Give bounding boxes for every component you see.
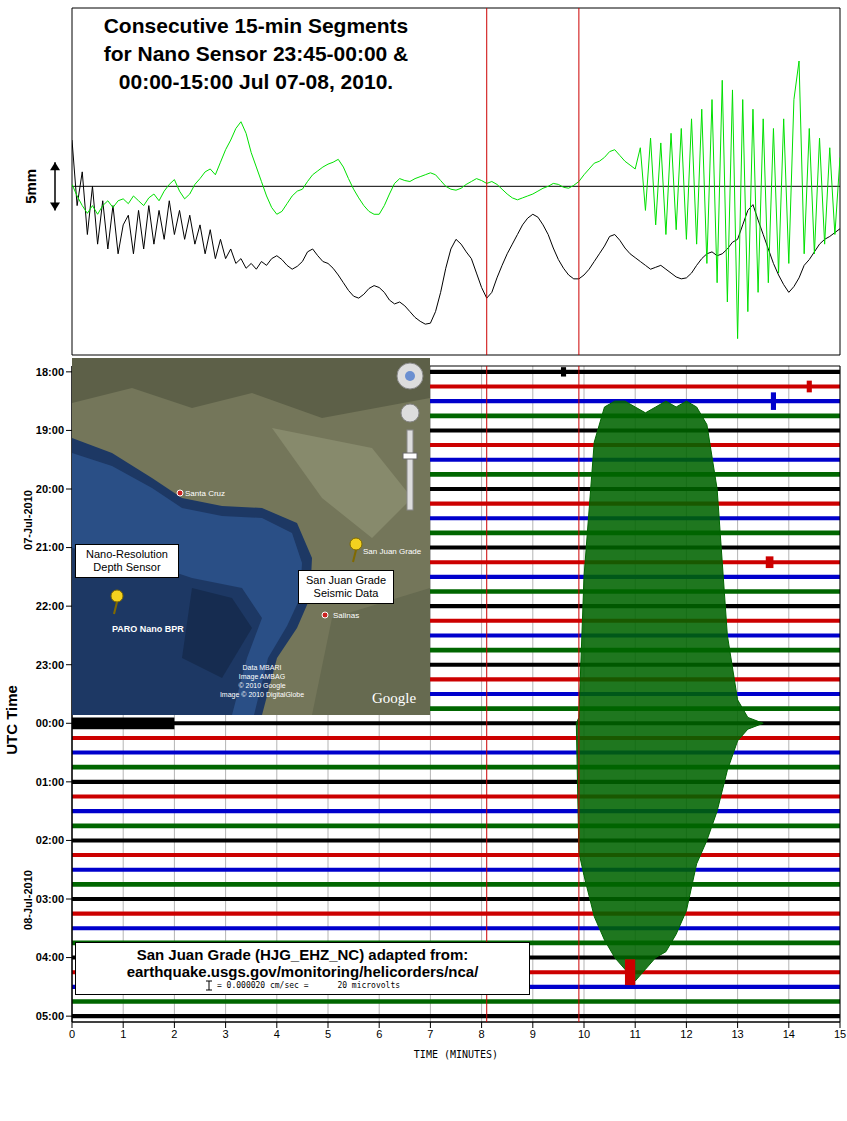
svg-text:9: 9 (530, 1028, 536, 1040)
svg-text:21:00: 21:00 (36, 541, 64, 553)
html-text:00:00-15:00 Jul 07-08, 2010.: 00:00-15:00 Jul 07-08, 2010. (118, 70, 394, 93)
svg-text:UTC Time: UTC Time (3, 685, 20, 755)
svg-text:PARO Nano BPR: PARO Nano BPR (112, 624, 184, 634)
svg-text:Image AMBAG: Image AMBAG (239, 673, 285, 681)
svg-text:5: 5 (325, 1028, 331, 1040)
html-text:San Juan Grade (HJG_EHZ_NC) ad: San Juan Grade (HJG_EHZ_NC) adapted from… (136, 946, 469, 963)
svg-text:20:00: 20:00 (36, 483, 64, 495)
svg-text:Image © 2010 DigitalGlobe: Image © 2010 DigitalGlobe (220, 691, 304, 699)
svg-text:05:00: 05:00 (36, 1010, 64, 1022)
html-text:San Juan Grade Seismic Data: San Juan Grade Seismic Data (305, 574, 387, 599)
svg-text:© 2010 Google: © 2010 Google (238, 682, 285, 690)
svg-text:19:00: 19:00 (36, 424, 64, 436)
html-text:Consecutive 15-min Segments: Consecutive 15-min Segments (103, 14, 409, 37)
svg-text:01:00: 01:00 (36, 776, 64, 788)
svg-text:Salinas: Salinas (333, 611, 359, 620)
svg-text:07-Jul-2010: 07-Jul-2010 (22, 490, 34, 550)
svg-text:Data MBARI: Data MBARI (243, 664, 282, 671)
svg-text:Google: Google (372, 690, 417, 706)
svg-text:15: 15 (834, 1028, 846, 1040)
html-text:earthquake.usgs.gov/monitoring: earthquake.usgs.gov/monitoring/helicorde… (126, 963, 479, 980)
html-text:Nano-Resolution Depth Sensor: Nano-Resolution Depth Sensor (86, 548, 168, 573)
svg-text:18:00: 18:00 (36, 366, 64, 378)
svg-text:0: 0 (69, 1028, 75, 1040)
svg-text:08-Jul-2010: 08-Jul-2010 (22, 870, 34, 930)
svg-text:8: 8 (479, 1028, 485, 1040)
svg-text:13: 13 (731, 1028, 743, 1040)
svg-text:1: 1 (120, 1028, 126, 1040)
svg-text:11: 11 (629, 1028, 640, 1040)
svg-text:TIME (MINUTES): TIME (MINUTES) (414, 1049, 498, 1060)
svg-text:00:00: 00:00 (36, 717, 64, 729)
svg-text:23:00: 23:00 (36, 659, 64, 671)
svg-text:22:00: 22:00 (36, 600, 64, 612)
svg-text:03:00: 03:00 (36, 893, 64, 905)
svg-text:5mm: 5mm (22, 169, 39, 204)
svg-text:San Juan Grade: San Juan Grade (363, 547, 422, 556)
svg-text:10: 10 (578, 1028, 590, 1040)
svg-text:04:00: 04:00 (36, 951, 64, 963)
svg-text:02:00: 02:00 (36, 834, 64, 846)
svg-text:Santa Cruz: Santa Cruz (185, 489, 225, 498)
html-text:for Nano Sensor 23:45-00:00 &: for Nano Sensor 23:45-00:00 & (103, 42, 409, 65)
svg-text:14: 14 (783, 1028, 795, 1040)
svg-text:6: 6 (376, 1028, 382, 1040)
html-text:= 0.000020 cm/sec = 20 microvo: = 0.000020 cm/sec = 20 microvolts (217, 981, 400, 990)
svg-text:12: 12 (680, 1028, 692, 1040)
svg-text:2: 2 (171, 1028, 177, 1040)
svg-text:3: 3 (223, 1028, 229, 1040)
svg-text:7: 7 (427, 1028, 433, 1040)
svg-text:4: 4 (274, 1028, 280, 1040)
